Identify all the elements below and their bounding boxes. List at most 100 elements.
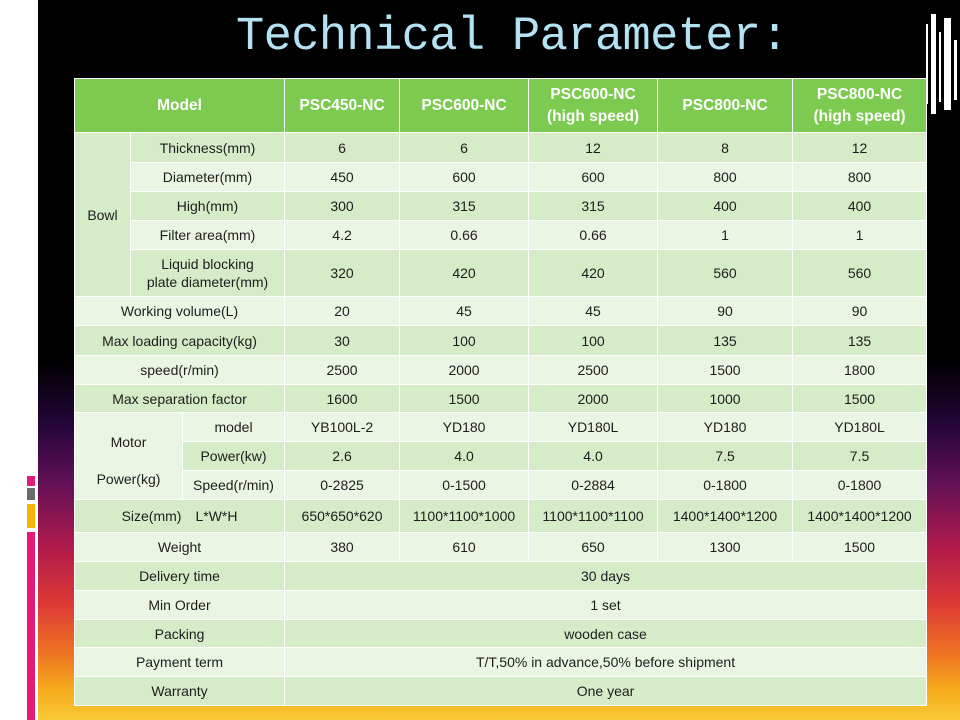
decor-lines-top-right xyxy=(924,10,960,114)
row-label-part: L*W*H xyxy=(195,508,238,524)
cell-value: 2500 xyxy=(528,355,659,385)
table-row: Size(mm) L*W*H 650*650*620 1100*1100*1000… xyxy=(73,499,928,533)
group-label-motor-text: Motor xyxy=(110,433,147,450)
row-label: Power(kw) xyxy=(181,441,286,471)
row-label: Max loading capacity(kg) xyxy=(73,325,286,356)
cell-value: 2000 xyxy=(399,355,530,385)
cell-value: 0-2884 xyxy=(528,470,659,500)
model-column-header: Model xyxy=(73,78,286,133)
cell-value: YB100L-2 xyxy=(284,412,401,442)
cell-value: 135 xyxy=(657,325,794,356)
decor-bar-magenta xyxy=(27,476,35,486)
cell-value-merged: One year xyxy=(284,676,928,706)
group-label-motor: Motor Power(kg) xyxy=(74,412,183,500)
cell-value: 2000 xyxy=(528,384,659,413)
row-label: Speed(r/min) xyxy=(181,470,286,500)
cell-value: 320 xyxy=(284,249,401,297)
cell-value: 90 xyxy=(792,296,928,326)
cell-value: 315 xyxy=(399,191,530,221)
cell-value: 1500 xyxy=(399,384,530,413)
table-row: Power(kw) 2.6 4.0 4.0 7.5 7.5 xyxy=(75,441,928,471)
cell-value: 12 xyxy=(528,132,659,163)
row-label: Payment term xyxy=(73,647,286,677)
cell-value: 0-1800 xyxy=(657,470,794,500)
row-label: Packing xyxy=(73,619,286,648)
decor-line xyxy=(931,14,936,114)
cell-value: YD180 xyxy=(657,412,794,442)
cell-value: 610 xyxy=(399,532,530,562)
row-label-line: Liquid blocking xyxy=(161,256,254,272)
model-header-psc450-nc: PSC450-NC xyxy=(284,78,401,133)
cell-value-merged: 1 set xyxy=(284,590,928,620)
table-row: Diameter(mm) 450 600 600 800 800 xyxy=(75,162,928,192)
table-row: Liquid blocking plate diameter(mm) 320 4… xyxy=(75,249,928,297)
table-row: Min Order 1 set xyxy=(73,590,928,620)
model-variant: (high speed) xyxy=(813,107,906,125)
group-label-power-text: Power(kg) xyxy=(96,470,161,487)
row-label: Filter area(mm) xyxy=(129,220,286,250)
table-row: Speed(r/min) 0-2825 0-1500 0-2884 0-1800… xyxy=(75,470,928,500)
cell-value: 1500 xyxy=(792,384,928,413)
row-label: Size(mm) L*W*H xyxy=(73,499,286,533)
cell-value: 8 xyxy=(657,132,794,163)
cell-value: YD180L xyxy=(528,412,659,442)
technical-parameter-table: Model PSC450-NC PSC600-NC PSC600-NC (high… xyxy=(73,78,928,706)
row-label: model xyxy=(181,412,286,442)
cell-value: 1400*1400*1200 xyxy=(657,499,794,533)
decor-line xyxy=(944,18,951,110)
row-label: Min Order xyxy=(73,590,286,620)
row-label: speed(r/min) xyxy=(73,355,286,385)
row-label: Working volume(L) xyxy=(73,296,286,326)
row-label: Diameter(mm) xyxy=(129,162,286,192)
row-label: Max separation factor xyxy=(73,384,286,413)
row-label: Delivery time xyxy=(73,561,286,591)
row-label-line: plate diameter(mm) xyxy=(146,274,269,290)
model-name: PSC450-NC xyxy=(299,96,385,114)
cell-value: 0-1500 xyxy=(399,470,530,500)
model-header-psc800-nc: PSC800-NC xyxy=(657,78,794,133)
cell-value: 0.66 xyxy=(528,220,659,250)
model-name: PSC600-NC xyxy=(550,85,636,103)
table-row: Max loading capacity(kg) 30 100 100 135 … xyxy=(73,325,928,356)
model-name: PSC800-NC xyxy=(682,96,768,114)
cell-value: 0-1800 xyxy=(792,470,928,500)
cell-value: 2500 xyxy=(284,355,401,385)
cell-value-merged: 30 days xyxy=(284,561,928,591)
cell-value: 560 xyxy=(792,249,928,297)
model-name: PSC800-NC xyxy=(816,85,903,103)
cell-value: 0.66 xyxy=(399,220,530,250)
cell-value: 45 xyxy=(399,296,530,326)
cell-value: 1400*1400*1200 xyxy=(792,499,928,533)
table-row: Payment term T/T,50% in advance,50% befo… xyxy=(73,647,928,677)
model-variant: (high speed) xyxy=(546,107,640,125)
table-row: Weight 380 610 650 1300 1500 xyxy=(73,532,928,562)
row-label: Thickness(mm) xyxy=(129,132,286,163)
cell-value: 1800 xyxy=(792,355,928,385)
cell-value: 30 xyxy=(284,325,401,356)
cell-value: 450 xyxy=(284,162,401,192)
table-row: Delivery time 30 days xyxy=(73,561,928,591)
row-label: Warranty xyxy=(73,676,286,706)
cell-value: 7.5 xyxy=(657,441,794,471)
group-label-bowl: Bowl xyxy=(74,132,131,297)
model-name: PSC600-NC xyxy=(421,96,507,114)
row-label: Weight xyxy=(73,532,286,562)
table-row: Bowl Thickness(mm) 6 6 12 8 12 xyxy=(74,132,928,297)
cell-value: 12 xyxy=(792,132,928,163)
cell-value: 2.6 xyxy=(284,441,401,471)
cell-value: 600 xyxy=(528,162,659,192)
table-row: Packing wooden case xyxy=(73,619,928,648)
cell-value: 4.0 xyxy=(528,441,659,471)
cell-value: 1100*1100*1100 xyxy=(528,499,659,533)
cell-value: 400 xyxy=(657,191,794,221)
cell-value-merged: wooden case xyxy=(284,619,928,648)
cell-value: 1600 xyxy=(284,384,401,413)
decor-line xyxy=(954,40,957,100)
table-row: High(mm) 300 315 315 400 400 xyxy=(75,191,928,221)
table-row: Warranty One year xyxy=(73,676,928,706)
table-row: Filter area(mm) 4.2 0.66 0.66 1 1 xyxy=(75,220,928,250)
cell-value: 45 xyxy=(528,296,659,326)
cell-value: 1000 xyxy=(657,384,794,413)
table-row: Max separation factor 1600 1500 2000 100… xyxy=(73,384,928,413)
cell-value: 650*650*620 xyxy=(284,499,401,533)
